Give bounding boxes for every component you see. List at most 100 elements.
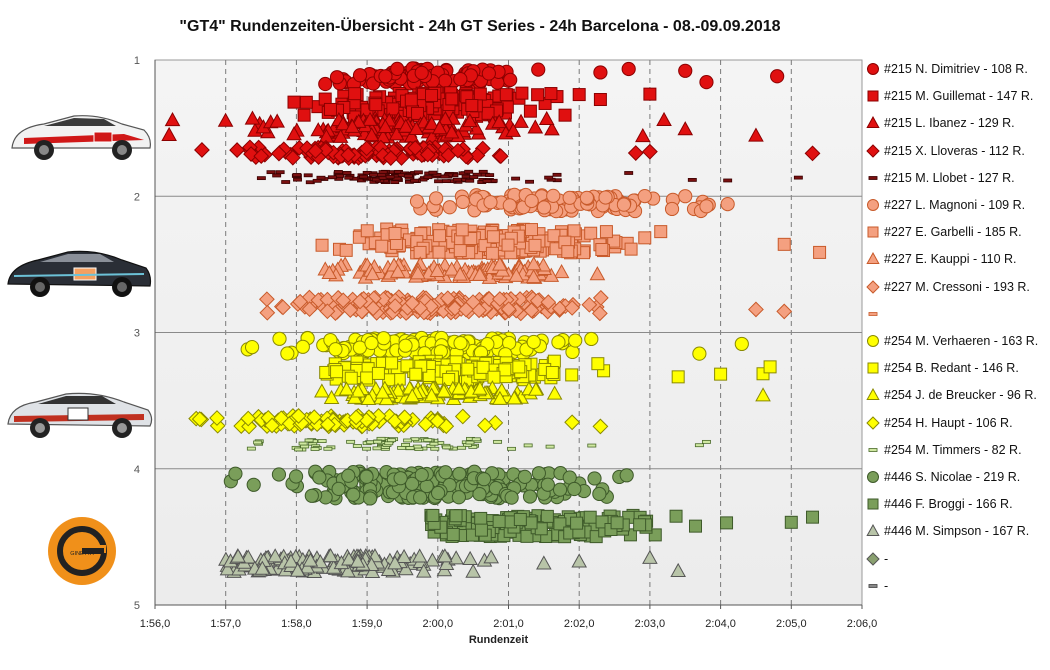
data-point — [342, 302, 359, 318]
data-point — [362, 491, 378, 506]
data-point — [338, 381, 355, 396]
data-point — [414, 65, 429, 80]
data-point — [720, 516, 734, 530]
data-point — [633, 518, 647, 532]
data-point — [317, 141, 334, 158]
legend-item: #215 X. Lloveras - 112 R. — [866, 142, 1025, 160]
data-point — [299, 95, 313, 109]
data-point — [344, 175, 354, 180]
data-points — [161, 61, 827, 579]
legend-item — [866, 305, 884, 323]
data-point — [332, 128, 349, 143]
data-point — [567, 481, 582, 497]
data-point — [266, 170, 276, 175]
data-point — [664, 201, 680, 217]
x-tick-label: 2:03,0 — [635, 618, 666, 630]
data-point — [445, 92, 459, 106]
data-point — [472, 486, 487, 502]
data-point — [390, 61, 405, 76]
data-point — [299, 559, 316, 574]
data-point — [304, 488, 319, 503]
legend-marker — [866, 415, 880, 430]
data-point — [310, 122, 327, 137]
data-point — [508, 267, 525, 282]
y-tick-label: 5 — [134, 600, 140, 612]
legend-label: - — [884, 578, 889, 593]
data-point — [592, 486, 607, 502]
legend-marker — [866, 388, 880, 401]
data-point — [517, 469, 532, 484]
data-point — [525, 179, 535, 184]
data-point — [440, 174, 450, 179]
legend-label: - — [884, 551, 889, 566]
data-point — [302, 552, 319, 567]
data-point — [635, 128, 651, 143]
legend-marker-shape — [868, 583, 878, 588]
legend-label: #227 E. Garbelli - 185 R. — [884, 225, 1022, 240]
data-point — [465, 440, 475, 445]
data-point — [593, 65, 608, 80]
data-point — [352, 68, 368, 83]
legend-label: #215 M. Llobet - 127 R. — [884, 170, 1015, 185]
data-point — [482, 179, 492, 184]
data-point — [378, 170, 388, 175]
data-point — [513, 113, 529, 128]
x-tick-label: 2:01,0 — [493, 618, 524, 630]
data-point — [297, 108, 311, 122]
data-point — [544, 175, 554, 180]
data-point — [244, 110, 261, 125]
data-point — [290, 408, 307, 424]
data-point — [397, 445, 407, 450]
data-point — [424, 552, 441, 567]
data-point — [616, 197, 632, 212]
legend-marker-shape — [866, 116, 880, 129]
data-point — [734, 336, 749, 352]
car-254-image — [7, 392, 153, 438]
data-point — [314, 383, 330, 398]
data-point — [272, 331, 287, 346]
data-point — [284, 149, 301, 166]
data-point — [592, 418, 609, 435]
data-point — [435, 383, 452, 398]
data-point — [678, 189, 693, 204]
legend-item: #227 E. Kauppi - 110 R. — [866, 250, 1017, 268]
data-point — [491, 113, 507, 129]
data-point — [412, 444, 422, 449]
logo-text: GINETTA — [70, 551, 94, 557]
data-point — [386, 102, 400, 116]
data-point — [301, 301, 318, 318]
data-point — [584, 226, 598, 240]
data-point — [528, 381, 544, 396]
data-point — [524, 193, 539, 209]
data-point — [283, 553, 299, 568]
legend-marker-shape — [867, 498, 879, 510]
y-tick-label: 2 — [134, 191, 140, 203]
data-point — [443, 261, 460, 276]
data-point — [529, 292, 546, 309]
data-point — [699, 75, 714, 90]
data-point — [346, 487, 361, 502]
car-227-image — [7, 250, 152, 297]
legend-marker — [868, 447, 878, 452]
data-point — [419, 146, 436, 163]
data-point — [426, 508, 440, 522]
legend-item: #254 M. Timmers - 82 R. — [866, 441, 1022, 459]
data-point — [319, 416, 336, 433]
data-point — [433, 229, 447, 243]
data-point — [520, 529, 534, 543]
data-point — [253, 148, 270, 165]
data-point — [504, 490, 519, 505]
data-point — [409, 367, 423, 381]
series-6 — [315, 222, 827, 260]
x-axis-label: Rundenzeit — [469, 634, 529, 646]
data-point — [272, 173, 282, 178]
legend-marker — [866, 252, 880, 265]
data-point — [396, 409, 413, 426]
data-point — [525, 256, 542, 271]
data-point — [513, 512, 527, 526]
data-point — [398, 338, 413, 353]
data-point — [414, 467, 429, 483]
data-point — [240, 410, 257, 427]
data-point — [447, 300, 463, 317]
data-point — [452, 177, 462, 182]
